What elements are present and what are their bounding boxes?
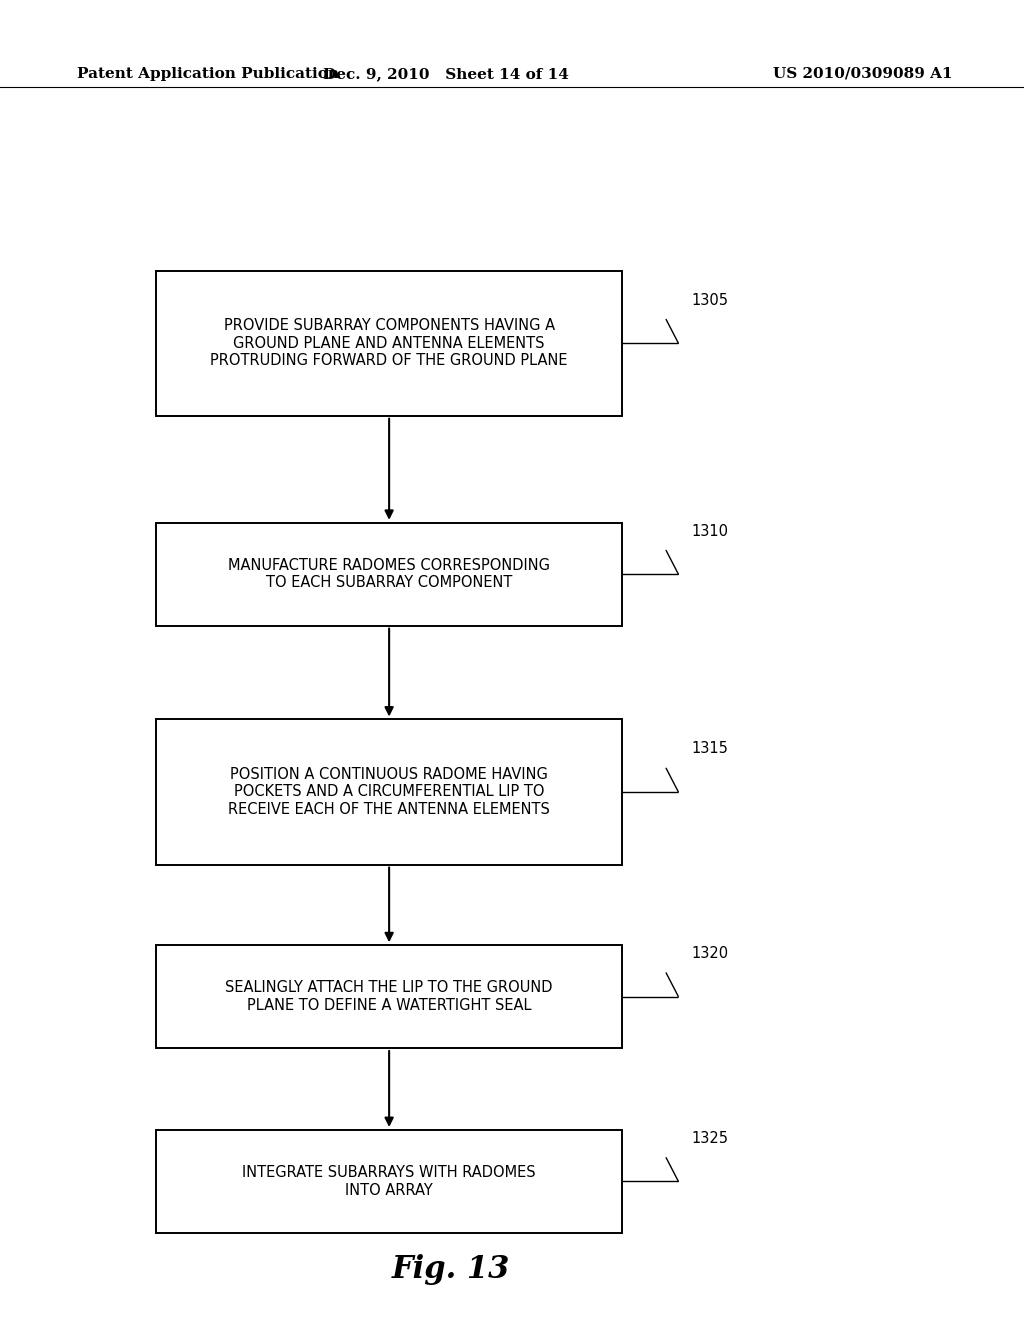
Text: PROVIDE SUBARRAY COMPONENTS HAVING A
GROUND PLANE AND ANTENNA ELEMENTS
PROTRUDIN: PROVIDE SUBARRAY COMPONENTS HAVING A GRO… (210, 318, 568, 368)
Bar (156, 523, 623, 626)
Text: 1305: 1305 (692, 293, 729, 308)
Bar (156, 1130, 623, 1233)
Text: INTEGRATE SUBARRAYS WITH RADOMES
INTO ARRAY: INTEGRATE SUBARRAYS WITH RADOMES INTO AR… (243, 1166, 536, 1197)
Text: MANUFACTURE RADOMES CORRESPONDING
TO EACH SUBARRAY COMPONENT: MANUFACTURE RADOMES CORRESPONDING TO EAC… (228, 558, 550, 590)
Text: Dec. 9, 2010   Sheet 14 of 14: Dec. 9, 2010 Sheet 14 of 14 (323, 67, 568, 81)
Bar (156, 945, 623, 1048)
Text: Patent Application Publication: Patent Application Publication (77, 67, 339, 81)
Text: Fig. 13: Fig. 13 (391, 1254, 510, 1286)
Text: 1320: 1320 (692, 946, 729, 961)
Text: 1315: 1315 (692, 742, 729, 756)
Text: POSITION A CONTINUOUS RADOME HAVING
POCKETS AND A CIRCUMFERENTIAL LIP TO
RECEIVE: POSITION A CONTINUOUS RADOME HAVING POCK… (228, 767, 550, 817)
Text: SEALINGLY ATTACH THE LIP TO THE GROUND
PLANE TO DEFINE A WATERTIGHT SEAL: SEALINGLY ATTACH THE LIP TO THE GROUND P… (225, 981, 553, 1012)
Text: 1325: 1325 (692, 1131, 729, 1146)
Bar (156, 271, 623, 416)
Text: US 2010/0309089 A1: US 2010/0309089 A1 (773, 67, 952, 81)
Bar (156, 719, 623, 865)
Text: 1310: 1310 (692, 524, 729, 539)
